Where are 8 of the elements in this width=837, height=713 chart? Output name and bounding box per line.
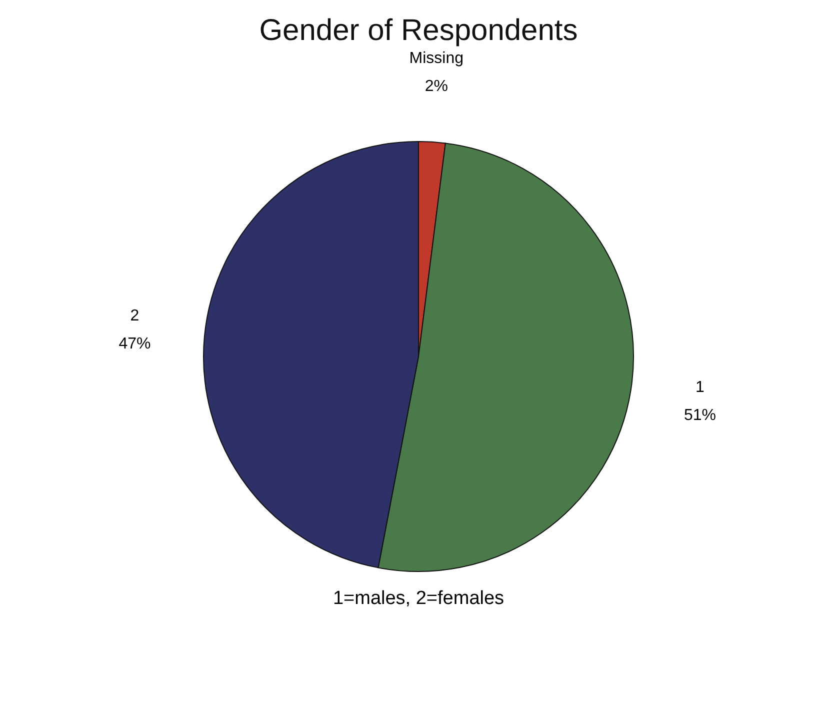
chart-title: Gender of Respondents [258,13,579,48]
data-label: 51% [684,407,716,424]
data-label: 47% [118,336,151,353]
data-label: 2% [424,78,448,96]
slice-label: Missing [409,50,464,68]
text: 1=males, 2=females [332,588,506,610]
slice-label: 2 [130,308,140,325]
slice-label: 1 [696,379,705,396]
